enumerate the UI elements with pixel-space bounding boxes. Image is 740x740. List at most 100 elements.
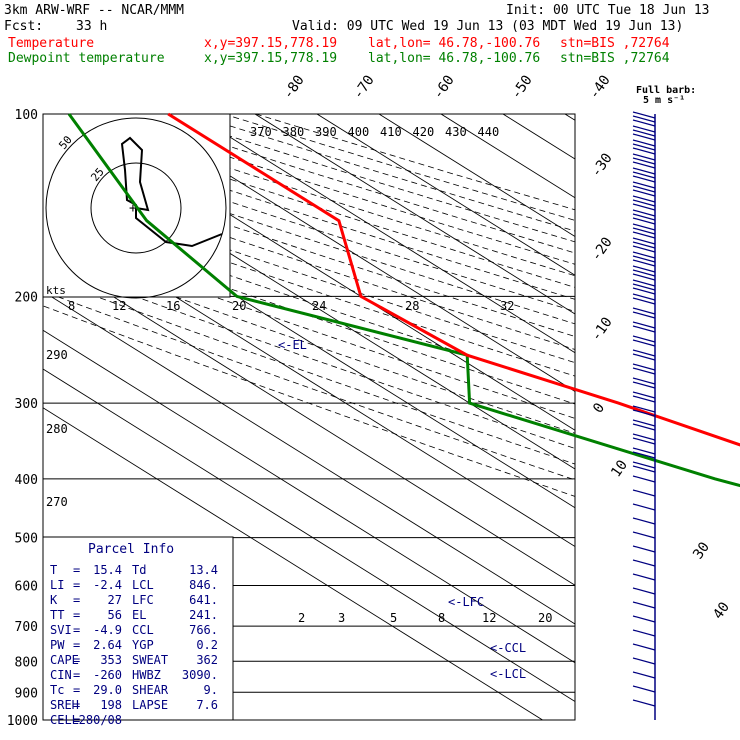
parcel-param-name: SWEAT bbox=[132, 653, 168, 667]
wind-barb bbox=[632, 601, 656, 609]
parcel-param-name: PW bbox=[50, 638, 65, 652]
hodograph-ring-inner bbox=[90, 162, 182, 254]
wind-barb bbox=[632, 423, 656, 431]
parcel-param-name: CELL bbox=[50, 713, 79, 727]
parcel-param-value: 3090. bbox=[182, 668, 218, 682]
parcel-param-eq: = bbox=[73, 578, 80, 592]
temperature-legend: Temperature bbox=[8, 36, 95, 51]
wind-barb bbox=[632, 255, 656, 263]
theta-label: 390 bbox=[315, 125, 337, 139]
wind-barb bbox=[632, 395, 656, 403]
dewpoint-legend: Dewpoint temperature bbox=[8, 51, 165, 66]
wind-barb bbox=[632, 143, 656, 151]
parcel-param-name: TT bbox=[50, 608, 64, 622]
isotherm-line bbox=[192, 114, 575, 354]
wind-barb bbox=[632, 293, 656, 301]
wind-barb bbox=[632, 139, 656, 147]
wind-barb bbox=[632, 699, 656, 707]
wind-barb bbox=[632, 615, 656, 623]
model-title: 3km ARW-WRF -- NCAR/MMM bbox=[4, 3, 185, 18]
wind-barb bbox=[632, 273, 656, 281]
wind-barb bbox=[632, 129, 656, 137]
pressure-tick-label: 500 bbox=[15, 532, 38, 547]
isotherm-line bbox=[43, 290, 575, 625]
parcel-param-value: -4.9 bbox=[93, 623, 122, 637]
wind-barb bbox=[632, 545, 656, 553]
wind-barbs bbox=[632, 111, 656, 720]
wind-barb bbox=[632, 199, 656, 207]
parcel-param-value: 0.2 bbox=[196, 638, 218, 652]
parcel-param-name: Tc bbox=[50, 683, 64, 697]
wind-barb bbox=[632, 153, 656, 161]
wind-barb bbox=[632, 175, 656, 183]
theta-label: 420 bbox=[413, 125, 435, 139]
theta-label: 290 bbox=[46, 348, 68, 362]
mixing-ratio-label: 8 bbox=[68, 299, 75, 313]
temperature-latlon: lat,lon= 46.78,-100.76 bbox=[368, 36, 541, 51]
parcel-param-value: 353 bbox=[100, 653, 122, 667]
wind-barb bbox=[632, 409, 656, 417]
parcel-param-name: CAPE bbox=[50, 653, 79, 667]
wind-barb bbox=[632, 559, 656, 567]
wind-barb bbox=[632, 503, 656, 511]
wind-barb bbox=[632, 185, 656, 193]
parcel-param-value: 241. bbox=[189, 608, 218, 622]
level-marker: <-LFC bbox=[448, 595, 484, 609]
dry-adiabat bbox=[43, 290, 575, 481]
forecast-hours: 33 h bbox=[76, 19, 108, 34]
wind-barb bbox=[632, 265, 656, 273]
isotherm-line bbox=[43, 252, 575, 586]
pressure-tick-label: 700 bbox=[15, 620, 38, 635]
wind-barb bbox=[632, 217, 656, 225]
wind-barb bbox=[632, 447, 656, 455]
level-marker: <-LCL bbox=[490, 667, 526, 681]
parcel-param-value: 2.64 bbox=[93, 638, 122, 652]
parcel-param-value: -2.4 bbox=[93, 578, 122, 592]
dewpoint-latlon: lat,lon= 46.78,-100.76 bbox=[368, 51, 541, 66]
isotherm-line bbox=[43, 368, 575, 703]
mixing-ratio-label: 16 bbox=[166, 299, 180, 313]
pressure-tick-label: 1000 bbox=[7, 714, 38, 729]
parcel-param-value: 15.4 bbox=[93, 563, 122, 577]
wind-barb bbox=[632, 461, 656, 469]
isotherm-line bbox=[440, 114, 575, 199]
dry-adiabat bbox=[43, 222, 575, 405]
mixing-ratio-label: 24 bbox=[312, 299, 326, 313]
wind-barb bbox=[632, 465, 656, 473]
hodograph-trace bbox=[120, 136, 223, 248]
isotherm-line bbox=[378, 114, 575, 238]
wind-barb bbox=[632, 259, 656, 267]
theta-label: 400 bbox=[348, 125, 370, 139]
parcel-param-value: -260 bbox=[93, 668, 122, 682]
wind-barb bbox=[632, 297, 656, 305]
pressure-tick-label: 100 bbox=[15, 108, 38, 123]
wind-barb bbox=[632, 321, 656, 329]
valid-time: Valid: 09 UTC Wed 19 Jun 13 (03 MDT Wed … bbox=[292, 19, 684, 34]
mixing-ratio-label: 12 bbox=[112, 299, 126, 313]
wind-barb bbox=[632, 287, 656, 295]
pressure-tick-label: 600 bbox=[15, 580, 38, 595]
parcel-param-name: SREH bbox=[50, 698, 79, 712]
parcel-param-eq: = bbox=[73, 668, 80, 682]
wind-barb bbox=[632, 115, 656, 123]
wind-barb bbox=[632, 531, 656, 539]
pressure-tick-label: 900 bbox=[15, 686, 38, 701]
parcel-param-eq: = bbox=[73, 638, 80, 652]
wind-barb bbox=[632, 377, 656, 385]
wind-barb bbox=[632, 269, 656, 277]
forecast-label: Fcst: bbox=[4, 19, 44, 34]
isotherm-label: 10 bbox=[608, 457, 631, 480]
wind-barb bbox=[632, 111, 656, 119]
dewpoint-xy: x,y=397.15,778.19 bbox=[204, 51, 338, 66]
parcel-param-eq: = bbox=[73, 623, 80, 637]
isotherm-line bbox=[43, 329, 575, 664]
wind-barb bbox=[632, 203, 656, 211]
wind-barb bbox=[632, 405, 656, 413]
theta-label: 430 bbox=[445, 125, 467, 139]
wind-barb bbox=[632, 189, 656, 197]
wind-barb bbox=[632, 489, 656, 497]
wind-barb bbox=[632, 307, 656, 315]
wind-barb bbox=[632, 311, 656, 319]
parcel-param-name: HWBZ bbox=[132, 668, 161, 682]
